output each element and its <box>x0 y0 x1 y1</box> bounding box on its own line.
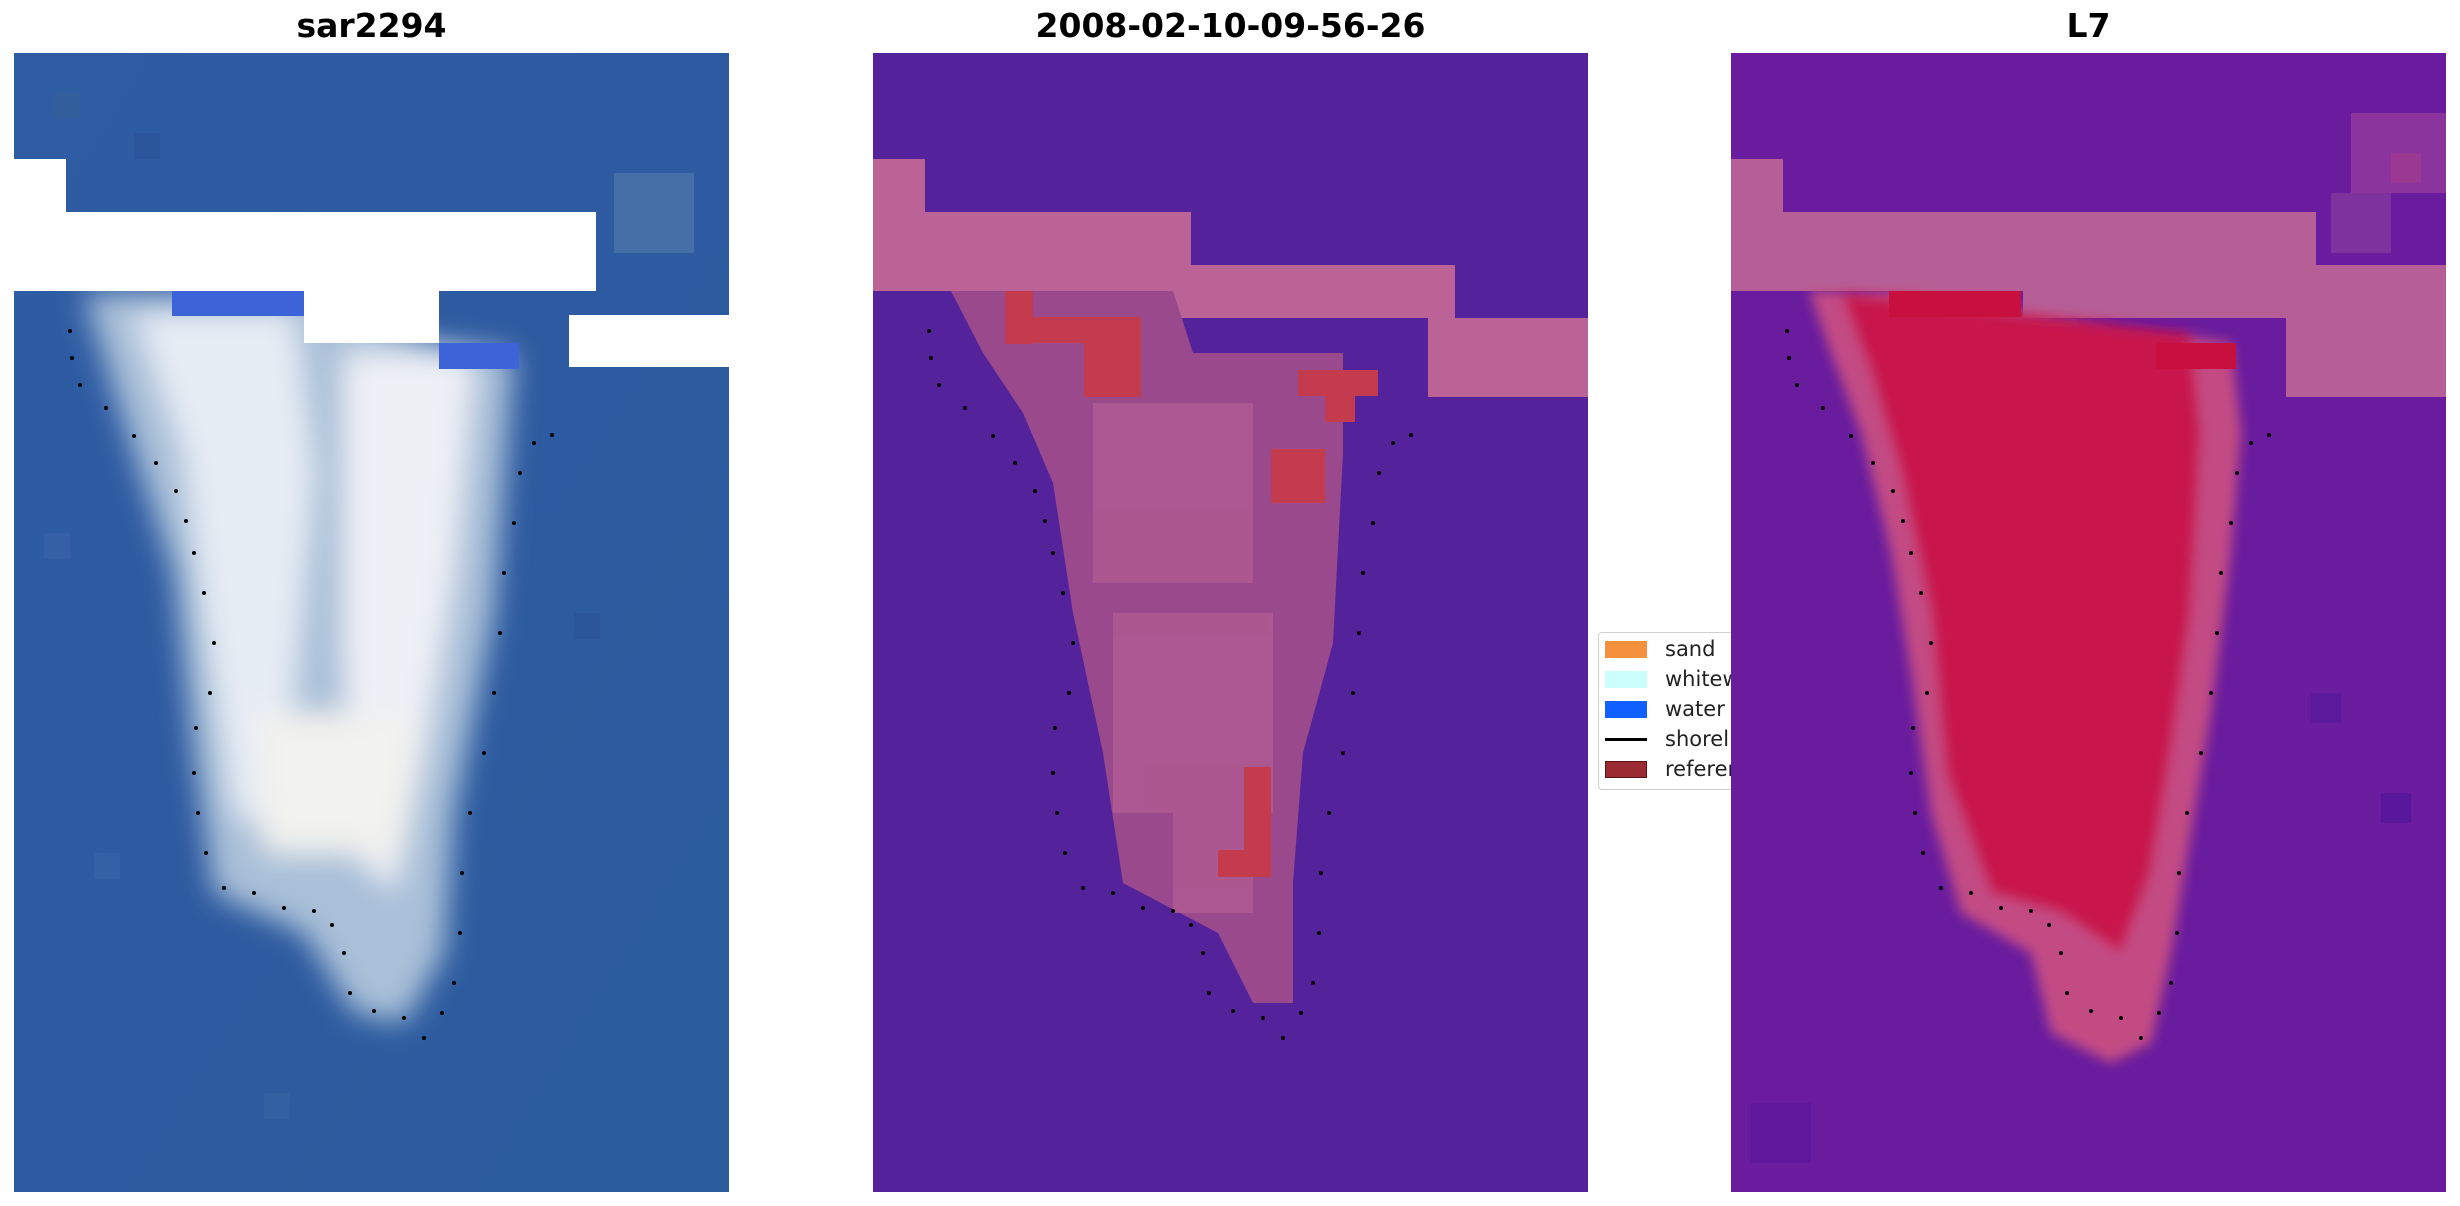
satellite-image <box>14 53 729 1192</box>
legend-item-water: water <box>1605 697 1725 721</box>
legend-item-reference: referer <box>1605 757 1736 781</box>
panel-title-l7: L7 <box>2066 6 2111 45</box>
legend-item-shoreline: shorel <box>1605 727 1729 751</box>
legend-label-shoreline: shorel <box>1665 727 1730 751</box>
panel-title-date: 2008-02-10-09-56-26 <box>1035 6 1426 45</box>
whitewater-swatch <box>1605 670 1647 688</box>
legend: sand whitew water shorel referer <box>1598 632 1748 790</box>
satellite-image-panel <box>14 53 729 1192</box>
reference-swatch <box>1605 760 1647 778</box>
l7-image <box>1731 53 2446 1192</box>
sand-swatch <box>1605 640 1647 658</box>
shoreline-dots <box>1785 329 2271 1040</box>
water-swatch <box>1605 700 1647 718</box>
classification-panel <box>873 53 1588 1192</box>
shoreline-dots <box>927 329 1413 1040</box>
shoreline-dots <box>68 329 554 1040</box>
classification-image <box>873 53 1588 1192</box>
legend-item-whitewater: whitew <box>1605 667 1740 691</box>
l7-panel <box>1731 53 2446 1192</box>
panel-title-sar2294: sar2294 <box>296 6 447 45</box>
legend-item-sand: sand <box>1605 637 1715 661</box>
legend-label-sand: sand <box>1665 637 1716 661</box>
legend-label-water: water <box>1665 697 1725 721</box>
legend-label-reference: referer <box>1665 757 1737 781</box>
shoreline-line-swatch <box>1605 737 1647 741</box>
legend-label-whitewater: whitew <box>1665 667 1740 691</box>
